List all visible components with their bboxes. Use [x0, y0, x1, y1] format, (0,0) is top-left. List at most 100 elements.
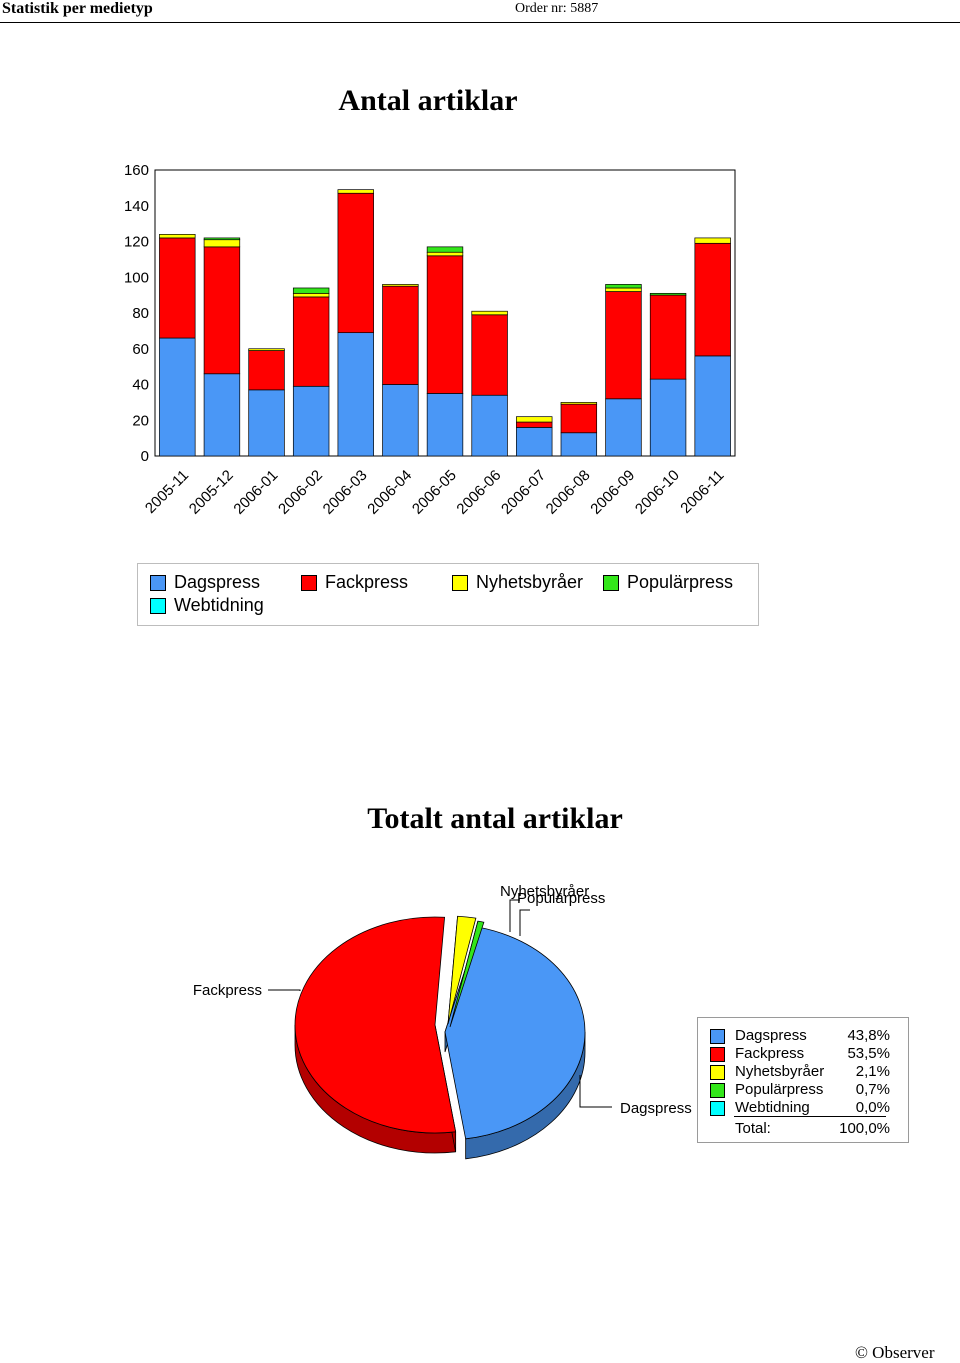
- bar-segment-fackpress-2006-08: [560, 403, 598, 434]
- bar-segment-fackpress-2006-03: [337, 192, 374, 334]
- pct-value-popularpress: 0,7%: [855, 1081, 890, 1098]
- pie-slice-nyhetsbyr-er: [447, 915, 477, 1025]
- y-tick-label: 40: [132, 377, 149, 394]
- bar-segment-dagspress-2005-11: [159, 337, 196, 457]
- x-tick-label: 2005-11: [142, 467, 192, 517]
- report-title: Statistik per medietyp: [2, 0, 153, 17]
- pie-chart: Dagspress Fackpress NyhetsbyråerPopulärpre…: [193, 883, 692, 1160]
- bar-segment-dagspress-2006-11: [694, 355, 731, 457]
- pct-label-webtidning: Webtidning: [735, 1099, 810, 1116]
- pct-value-nyhetsbyraer: 2,1%: [855, 1063, 890, 1080]
- bar-segment-popul-rpress-2006-05: [426, 246, 464, 253]
- bar-segment-popul-rpress-2005-12: [203, 237, 241, 241]
- bar-segment-nyhetsbyr-er-2005-11: [159, 233, 196, 239]
- y-tick-label: 0: [141, 448, 149, 465]
- bar-segment-fackpress-2006-01: [248, 350, 285, 391]
- bar-segment-fackpress-2006-10: [649, 294, 687, 380]
- pie-label-nyhetsbyr-er: Nyhetsbyråer: [500, 883, 589, 900]
- pct-total-divider: [734, 1116, 886, 1117]
- pct-label-popularpress: Populärpress: [735, 1081, 824, 1098]
- order-number: Order nr: 5887: [515, 1, 599, 16]
- bar-segment-dagspress-2006-07: [516, 427, 553, 457]
- pct-label-nyhetsbyraer: Nyhetsbyråer: [735, 1063, 825, 1080]
- bar-segment-fackpress-2005-11: [159, 237, 196, 339]
- bar-chart-legend: Dagspress Fackpress Nyhetsbyråer Populär…: [137, 563, 759, 626]
- bar-segment-nyhetsbyr-er-2006-09: [605, 287, 642, 292]
- x-tick-label: 2005-12: [186, 467, 237, 518]
- y-tick-label: 80: [132, 305, 149, 322]
- x-tick-label: 2006-08: [543, 467, 594, 518]
- bar-segment-popul-rpress-2006-09: [605, 284, 642, 289]
- leader-line-popul-rpress: [519, 909, 530, 936]
- pie-percentage-legend: Dagspress 43,8% Fackpress 53,5% Nyhetsby…: [697, 1017, 909, 1143]
- bar-segment-dagspress-2006-06: [471, 394, 508, 457]
- bar-segment-fackpress-2006-11: [694, 242, 731, 357]
- bar-segment-nyhetsbyr-er-2006-08: [560, 402, 598, 405]
- bar-segment-dagspress-2006-05: [426, 393, 464, 457]
- x-tick-label: 2006-10: [632, 467, 683, 518]
- x-tick-label: 2006-03: [320, 467, 371, 518]
- leader-line-fackpress: [268, 989, 301, 991]
- bar-segment-fackpress-2006-05: [426, 255, 464, 394]
- bar-segment-fackpress-2006-07: [516, 421, 553, 428]
- bar-segment-dagspress-2006-04: [382, 384, 419, 457]
- pct-value-fackpress: 53,5%: [847, 1045, 890, 1062]
- bar-segment-nyhetsbyr-er-2006-11: [694, 237, 731, 244]
- pie-slice-popul-rpress: [449, 920, 485, 1028]
- legend-label-webtidning: Webtidning: [174, 595, 264, 615]
- x-tick-label: 2006-11: [677, 467, 727, 517]
- pie-chart-title: Totalt antal artiklar: [367, 802, 623, 835]
- pct-row-dagspress: Dagspress 43,8%: [710, 1027, 890, 1045]
- bar-segment-nyhetsbyr-er-2006-05: [426, 251, 464, 257]
- bar-segment-fackpress-2006-04: [382, 285, 419, 385]
- copyright-icon: ©: [855, 1343, 868, 1362]
- y-tick-label: 20: [132, 412, 149, 429]
- x-tick-label: 2006-07: [498, 467, 549, 518]
- x-tick-label: 2006-02: [275, 467, 326, 518]
- bar-segment-dagspress-2006-02: [292, 385, 330, 457]
- brand-name: Observer: [872, 1343, 935, 1362]
- x-tick-label: 2006-09: [587, 467, 638, 518]
- pct-label-dagspress: Dagspress: [735, 1027, 807, 1044]
- x-tick-label: 2006-01: [230, 467, 281, 518]
- leader-line-dagspress: [579, 1075, 612, 1108]
- bar-segment-popul-rpress-2006-02: [292, 287, 330, 294]
- pie-label-fackpress: Fackpress: [193, 982, 262, 999]
- legend-label-dagspress: Dagspress: [174, 572, 261, 592]
- x-tick-label: 2006-05: [409, 467, 460, 518]
- bar-segment-dagspress-2006-03: [337, 332, 374, 457]
- bar-segment-popul-rpress-2006-10: [649, 292, 687, 296]
- pct-swatch-popularpress: [710, 1083, 725, 1098]
- header-divider: [0, 22, 960, 23]
- footer-brand: © Observer: [855, 1343, 934, 1363]
- y-tick-label: 140: [124, 198, 149, 215]
- legend-swatch-dagspress: [150, 575, 166, 591]
- y-tick-label: 60: [132, 341, 149, 358]
- bar-segment-dagspress-2006-10: [649, 378, 687, 457]
- legend-swatch-nyhetsbyraer: [452, 575, 468, 591]
- pie-slice-fackpress: [294, 916, 457, 1134]
- report-header: Statistik per medietyp Order nr: 5887: [0, 0, 960, 24]
- stacked-bar-chart: 0204060801001201401602005-112005-122006-…: [124, 162, 736, 518]
- legend-label-popularpress: Populärpress: [627, 572, 734, 592]
- bar-segment-fackpress-2005-12: [203, 246, 241, 375]
- bar-segment-dagspress-2005-12: [203, 373, 241, 457]
- pct-value-webtidning: 0,0%: [855, 1099, 890, 1116]
- bar-segment-nyhetsbyr-er-2006-03: [337, 189, 374, 194]
- bar-segment-fackpress-2006-06: [471, 314, 508, 396]
- legend-swatch-fackpress: [301, 575, 317, 591]
- pct-swatch-nyhetsbyraer: [710, 1065, 725, 1080]
- pct-row-nyhetsbyraer: Nyhetsbyråer 2,1%: [710, 1063, 890, 1081]
- bar-segment-nyhetsbyr-er-2005-12: [203, 239, 241, 248]
- bar-segment-nyhetsbyr-er-2006-07: [516, 416, 553, 423]
- bar-segment-fackpress-2006-02: [292, 296, 330, 387]
- pie-label-dagspress: Dagspress: [620, 1100, 692, 1117]
- bar-segment-fackpress-2006-09: [605, 291, 642, 400]
- bar-segment-dagspress-2006-09: [605, 398, 642, 457]
- pie-slice-dagspress: [444, 926, 586, 1140]
- legend-label-nyhetsbyraer: Nyhetsbyråer: [476, 572, 584, 592]
- bar-segment-dagspress-2006-08: [560, 432, 598, 457]
- pct-total-label: Total:: [735, 1120, 771, 1137]
- pie-label-popul-rpress: Populärpress: [517, 890, 605, 907]
- bar-segment-nyhetsbyr-er-2006-02: [292, 292, 330, 298]
